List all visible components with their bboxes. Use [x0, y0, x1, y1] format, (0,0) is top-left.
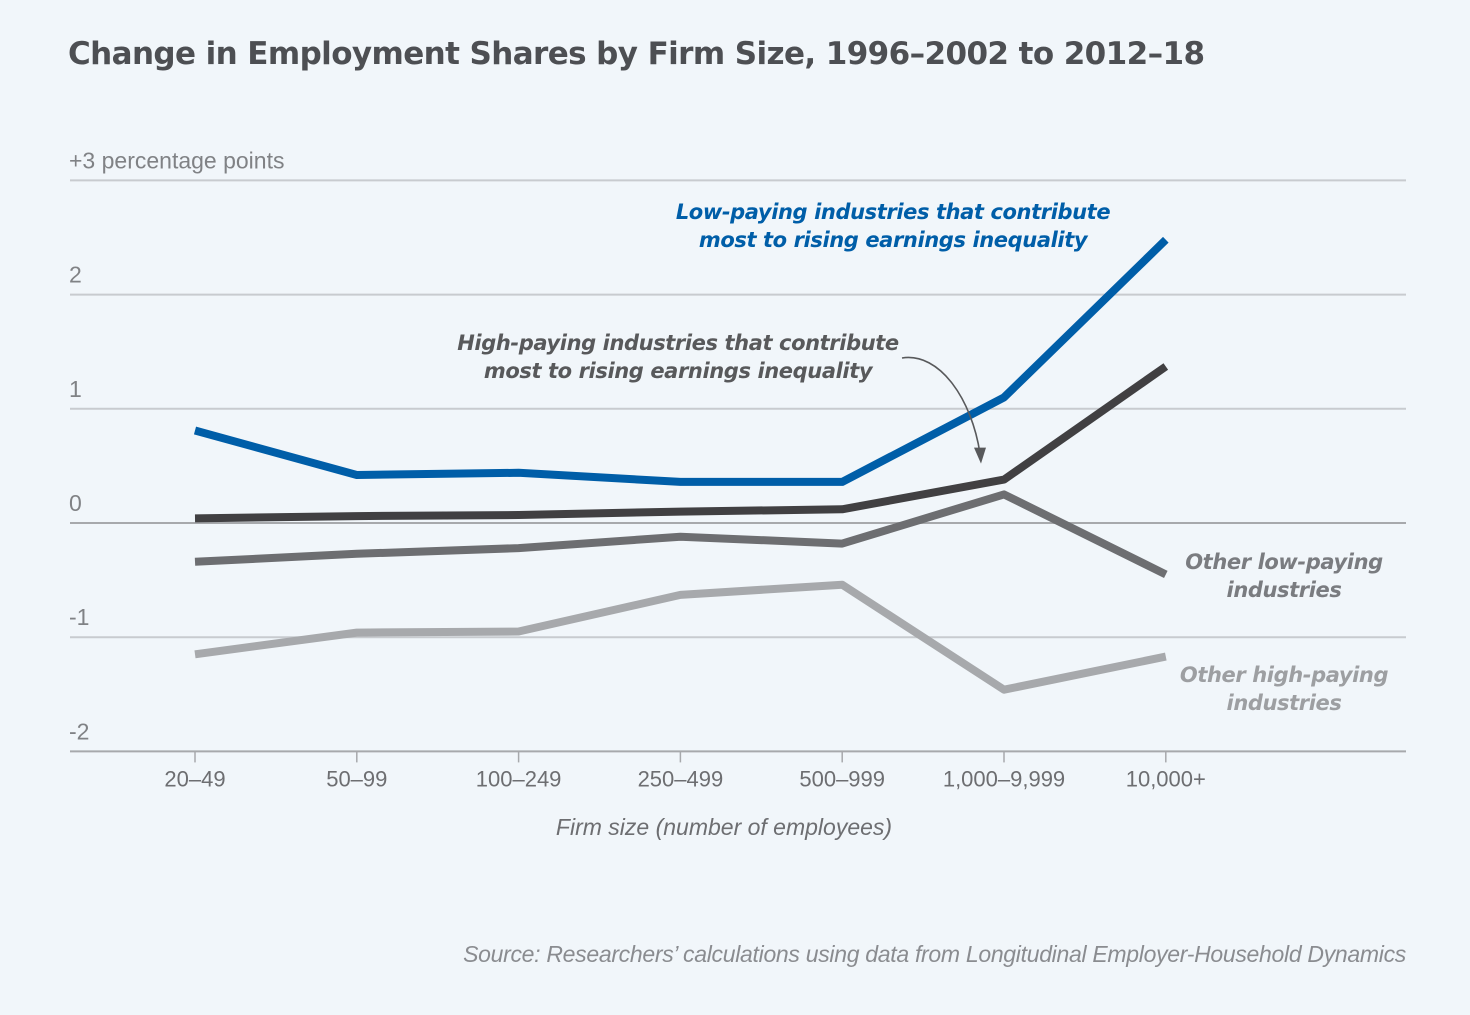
series-label: most to rising earnings inequality: [699, 228, 1089, 252]
y-tick-label: 0: [69, 490, 82, 516]
y-tick-label: 2: [69, 262, 82, 288]
arrow-curve: [901, 356, 981, 454]
series-line-2: [194, 363, 1169, 523]
series-label: Other high-paying: [1180, 663, 1389, 687]
arrow-head-icon: [974, 447, 986, 464]
x-axis: 20–49 50–99 100–249 250–499 500–999 1,000–9,9…: [164, 751, 1206, 791]
x-tick-label: 50–99: [326, 766, 387, 791]
x-axis-title: Firm size (number of employees): [556, 814, 892, 840]
y-tick-label: -1: [69, 604, 89, 630]
series-label: most to rising earnings inequality: [484, 359, 874, 383]
annotation-arrow: [901, 356, 986, 464]
chart-title: Change in Employment Shares by Firm Size…: [68, 36, 1205, 72]
series-label: industries: [1227, 578, 1342, 602]
series-label: industries: [1227, 691, 1342, 715]
source-note: Source: Researchers’ calculations using …: [463, 941, 1406, 967]
series-line-1: [194, 490, 1168, 578]
x-tick-label: 1,000–9,999: [943, 766, 1065, 791]
x-tick-label: 250–499: [638, 766, 724, 791]
y-tick-label: -2: [69, 718, 89, 744]
x-tick-label: 10,000+: [1126, 766, 1206, 791]
y-tick-label: 1: [69, 376, 82, 402]
x-tick-label: 500–999: [799, 766, 885, 791]
y-axis-labels: +3 percentage points 2 1 0 -1 -2: [69, 147, 284, 744]
series-label: High-paying industries that contribute: [457, 331, 899, 355]
y-tick-label: +3 percentage points: [69, 147, 284, 173]
series-label: Other low-paying: [1185, 550, 1383, 574]
x-tick-label: 20–49: [164, 766, 225, 791]
series-lines: [193, 236, 1169, 694]
x-tick-label: 100–249: [476, 766, 562, 791]
series-labels: Other high-paying industries Other low-pay…: [457, 200, 1389, 715]
series-label: Low-paying industries that contribute: [676, 200, 1110, 224]
gridlines: [70, 179, 1406, 753]
